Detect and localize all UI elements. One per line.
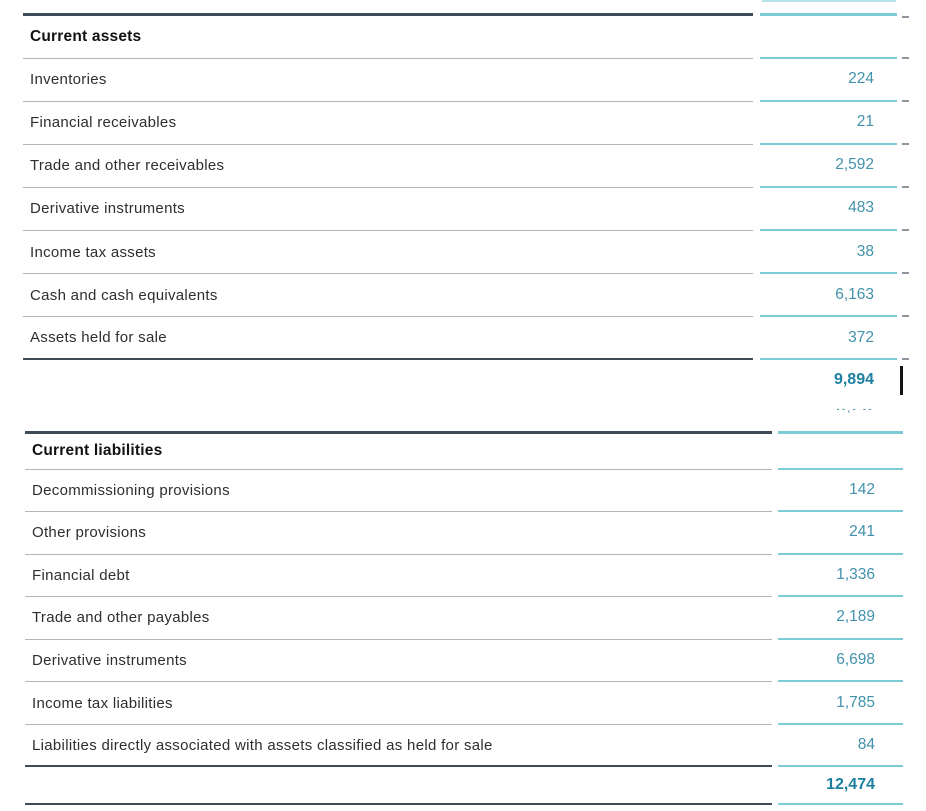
table-row: Derivative instruments 483 (0, 188, 926, 232)
section-header-row: Current assets (0, 16, 926, 59)
header-value-cell (778, 434, 903, 470)
rule-label-segment (23, 13, 753, 16)
section-header-row: Current liabilities (0, 434, 926, 470)
row-label: Financial receivables (23, 102, 753, 145)
section-header: Current assets (23, 16, 753, 59)
row-value: 224 (760, 59, 909, 102)
section-header: Current liabilities (25, 434, 772, 470)
rule-value-segment (778, 431, 903, 434)
section-total-row: 12,474 (0, 767, 926, 806)
row-label: Other provisions (25, 512, 772, 555)
table-row: Assets held for sale 372 (0, 317, 926, 361)
current-assets-section: Current assets Inventories 224 Financial… (0, 13, 926, 433)
obscured-label-cell (23, 400, 753, 433)
row-label: Derivative instruments (23, 188, 753, 232)
text-cursor (900, 366, 903, 395)
row-value: 21 (760, 102, 909, 145)
rule-value-segment (760, 13, 909, 17)
table-row: Liabilities directly associated with ass… (0, 725, 926, 768)
row-value: 6,163 (760, 274, 909, 318)
table-row: Financial receivables 21 (0, 102, 926, 145)
row-value: 2,189 (778, 597, 903, 640)
row-label: Assets held for sale (23, 317, 753, 361)
row-label: Financial debt (25, 555, 772, 598)
row-label: Cash and cash equivalents (23, 274, 753, 318)
row-value: 6,698 (778, 640, 903, 683)
obscured-number-fragment: --,- -- (836, 406, 874, 414)
row-value: 84 (778, 725, 903, 768)
row-value: 483 (760, 188, 909, 232)
row-value: 1,336 (778, 555, 903, 598)
total-label-cell (23, 360, 753, 400)
rule-label-segment (25, 431, 772, 434)
table-row: Other provisions 241 (0, 512, 926, 555)
total-label-cell (25, 767, 772, 806)
header-value-cell (760, 16, 909, 59)
section-total-row: 9,894 (0, 360, 926, 400)
row-label: Derivative instruments (25, 640, 772, 683)
table-row: Inventories 224 (0, 59, 926, 102)
row-value: 1,785 (778, 682, 903, 725)
assets-total-value: 9,894 (833, 371, 874, 389)
row-label: Trade and other receivables (23, 145, 753, 188)
table-row: Income tax liabilities 1,785 (0, 682, 926, 725)
clipped-top-rule (762, 0, 896, 2)
table-row: Cash and cash equivalents 6,163 (0, 274, 926, 318)
obscured-value-cell: --,- -- (760, 400, 897, 433)
row-value: 38 (760, 231, 909, 275)
section-top-rule (0, 431, 926, 434)
row-value: 372 (760, 317, 909, 361)
section-top-rule (0, 13, 926, 17)
row-label: Income tax liabilities (25, 682, 772, 725)
obscured-row: --,- -- (0, 400, 926, 433)
table-row: Income tax assets 38 (0, 231, 926, 275)
table-row: Trade and other receivables 2,592 (0, 145, 926, 189)
row-label: Decommissioning provisions (25, 470, 772, 513)
row-value: 142 (778, 470, 903, 513)
row-value: 2,592 (760, 145, 909, 189)
row-label: Trade and other payables (25, 597, 772, 640)
row-value: 241 (778, 512, 903, 555)
current-liabilities-section: Current liabilities Decommissioning prov… (0, 431, 926, 806)
table-row: Trade and other payables 2,189 (0, 597, 926, 640)
row-label: Liabilities directly associated with ass… (25, 725, 772, 768)
row-label: Income tax assets (23, 231, 753, 275)
table-row: Financial debt 1,336 (0, 555, 926, 598)
row-label: Inventories (23, 59, 753, 102)
liabilities-total-value: 12,474 (778, 767, 903, 806)
table-row: Decommissioning provisions 142 (0, 470, 926, 513)
table-row: Derivative instruments 6,698 (0, 640, 926, 683)
